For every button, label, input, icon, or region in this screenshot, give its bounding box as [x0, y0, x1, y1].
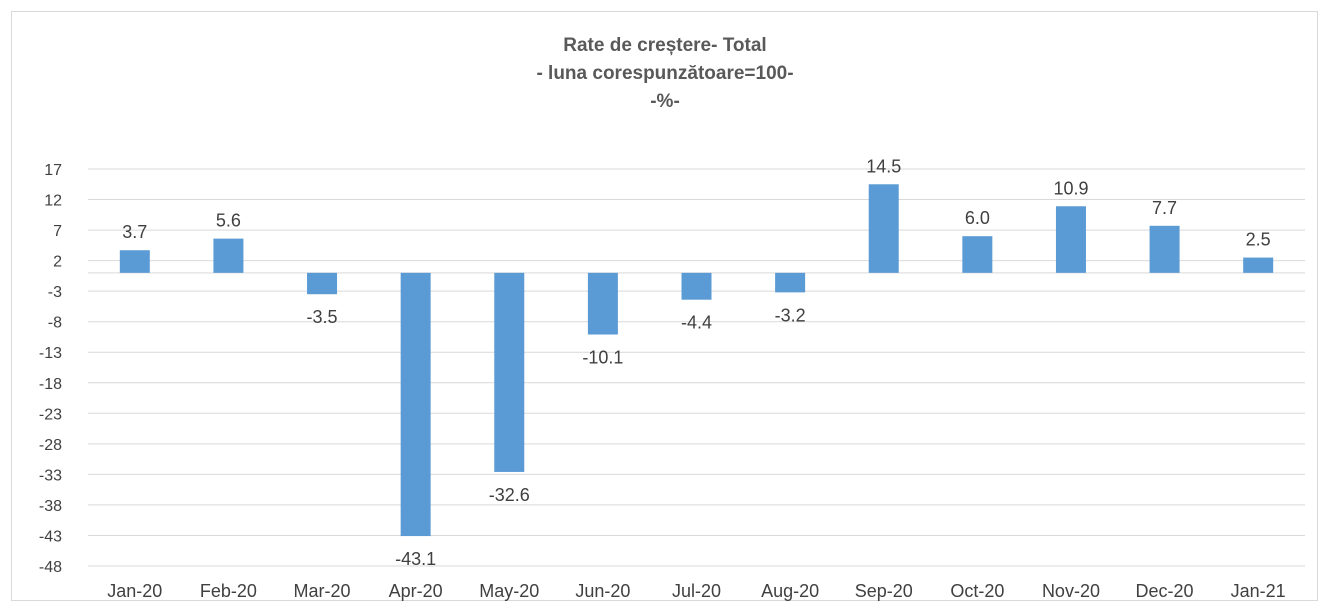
data-label: -3.5 [307, 307, 338, 327]
bar [400, 272, 431, 537]
data-label: 7.7 [1152, 198, 1177, 218]
y-tick-label: -38 [39, 498, 62, 515]
x-tick-label: Jan-20 [107, 581, 162, 601]
x-tick-label: Jun-20 [575, 581, 630, 601]
x-tick-label: Jan-21 [1231, 581, 1286, 601]
data-label: 3.7 [122, 222, 147, 242]
data-label: 5.6 [216, 211, 241, 231]
data-label: 14.5 [866, 156, 901, 176]
data-label: -4.4 [681, 313, 712, 333]
bar [1055, 206, 1086, 273]
data-labels: 3.7 5.6 -3.5 -43.1 -32.6 -10.1 -4.4 -3.2 14.5 6.0… [122, 156, 1270, 569]
y-tick-label: 17 [44, 162, 62, 179]
data-label: -32.6 [489, 485, 530, 505]
chart-title: Rate de creștere- Total - luna corespunz… [0, 32, 1330, 116]
y-tick-label: -48 [39, 559, 62, 576]
x-tick-label: May-20 [479, 581, 539, 601]
bar [1243, 257, 1274, 273]
y-tick-label: 2 [53, 254, 62, 271]
x-tick-label: Sep-20 [855, 581, 913, 601]
y-tick-label: -18 [39, 376, 62, 393]
chart-title-line-2: - luna corespunzătoare=100- [536, 63, 794, 84]
x-tick-label: Dec-20 [1136, 581, 1194, 601]
bar [119, 250, 150, 273]
data-label: 10.9 [1053, 178, 1088, 198]
bar [775, 272, 806, 293]
data-label: -3.2 [775, 305, 806, 325]
bar [213, 238, 244, 273]
x-tick-label: Jul-20 [672, 581, 721, 601]
bar [1149, 225, 1180, 273]
y-tick-label: 7 [53, 223, 62, 240]
y-tick-label: -43 [39, 528, 62, 545]
chart-title-line-3: -%- [650, 91, 680, 112]
x-tick-label: Nov-20 [1042, 581, 1100, 601]
x-tick-label: Mar-20 [294, 581, 351, 601]
data-label: 6.0 [965, 208, 990, 228]
x-tick-label: Apr-20 [389, 581, 443, 601]
x-tick-label: Aug-20 [761, 581, 819, 601]
y-tick-label: -33 [39, 467, 62, 484]
bar [494, 272, 525, 472]
y-tick-label: -3 [48, 284, 62, 301]
x-tick-label: Feb-20 [200, 581, 257, 601]
chart-frame [11, 11, 1318, 601]
y-axis: 17 12 7 2 -3 -8 -13 -18 -23 -28 -33 -38 -43 -48 [39, 162, 62, 576]
chart-title-line-1: Rate de creștere- Total [563, 35, 767, 56]
bars [119, 184, 1274, 537]
data-label: 2.5 [1246, 230, 1271, 250]
gridlines [88, 168, 1305, 567]
bar [587, 272, 618, 335]
y-tick-label: -13 [39, 345, 62, 362]
y-tick-label: 12 [44, 193, 62, 210]
data-label: -43.1 [395, 549, 436, 569]
data-label: -10.1 [582, 348, 623, 368]
bar [962, 236, 993, 273]
bar [307, 272, 338, 295]
y-tick-label: -23 [39, 406, 62, 423]
x-axis: Jan-20 Feb-20 Mar-20 Apr-20 May-20 Jun-20 Jul-… [107, 581, 1285, 601]
bar [868, 184, 899, 273]
bar [681, 272, 712, 300]
y-tick-label: -28 [39, 437, 62, 454]
y-tick-label: -8 [48, 315, 62, 332]
x-tick-label: Oct-20 [950, 581, 1004, 601]
